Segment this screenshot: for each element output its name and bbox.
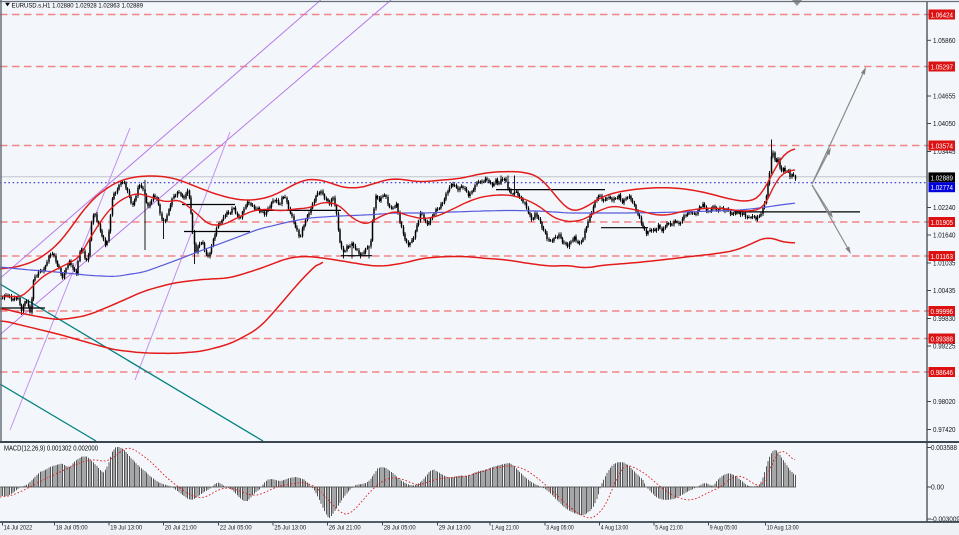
svg-text:10 Aug 13:00: 10 Aug 13:00: [767, 525, 799, 532]
svg-text:0.98646: 0.98646: [931, 370, 954, 377]
svg-text:0.99996: 0.99996: [931, 309, 954, 316]
svg-text:1.03574: 1.03574: [931, 144, 954, 151]
svg-text:0.00: 0.00: [931, 485, 944, 492]
svg-text:5 Aug 21:00: 5 Aug 21:00: [655, 525, 683, 532]
svg-text:1.02240: 1.02240: [933, 205, 956, 212]
svg-text:3 Aug 05:00: 3 Aug 05:00: [546, 525, 574, 532]
svg-text:1.04655: 1.04655: [933, 94, 956, 101]
svg-text:0.99830: 0.99830: [933, 316, 956, 323]
svg-text:EURUSD.s,H1 1.02880 1.02928 1: EURUSD.s,H1 1.02880 1.02928 1.02863 1.02…: [12, 3, 144, 10]
svg-text:0.98020: 0.98020: [933, 399, 956, 406]
svg-text:1.00435: 1.00435: [933, 288, 956, 295]
svg-text:1.02774: 1.02774: [931, 185, 954, 192]
svg-text:18 Jul 05:00: 18 Jul 05:00: [56, 525, 88, 532]
svg-text:1.06424: 1.06424: [931, 13, 954, 20]
svg-text:1.01163: 1.01163: [931, 254, 954, 261]
svg-text:14 Jul 2022: 14 Jul 2022: [4, 525, 33, 532]
svg-text:-0.003009: -0.003009: [931, 517, 959, 524]
svg-text:22 Jul 05:00: 22 Jul 05:00: [220, 525, 252, 532]
svg-text:28 Jul 05:00: 28 Jul 05:00: [384, 525, 416, 532]
svg-text:1.01035: 1.01035: [933, 261, 956, 268]
svg-text:25 Jul 13:00: 25 Jul 13:00: [274, 525, 306, 532]
svg-text:1.03445: 1.03445: [933, 149, 956, 156]
svg-text:0.99388: 0.99388: [931, 337, 954, 344]
svg-text:1.02889: 1.02889: [931, 175, 954, 182]
svg-text:1.04050: 1.04050: [933, 121, 956, 128]
svg-text:20 Jul 21:00: 20 Jul 21:00: [165, 525, 197, 532]
svg-text:MACD(12,26,9) 0.001302 0.00200: MACD(12,26,9) 0.001302 0.002000: [4, 446, 98, 453]
svg-text:1 Aug 21:00: 1 Aug 21:00: [491, 525, 519, 532]
svg-text:1.05860: 1.05860: [933, 38, 956, 45]
svg-text:0.97420: 0.97420: [933, 427, 956, 434]
svg-text:1.01640: 1.01640: [933, 233, 956, 240]
svg-text:26 Jul 21:00: 26 Jul 21:00: [329, 525, 361, 532]
svg-text:0.99225: 0.99225: [933, 344, 956, 351]
svg-text:9 Aug 05:00: 9 Aug 05:00: [710, 525, 738, 532]
svg-text:1.05297: 1.05297: [931, 65, 954, 72]
svg-text:0.003588: 0.003588: [931, 445, 957, 452]
svg-text:1.01905: 1.01905: [931, 220, 954, 227]
svg-text:19 Jul 13:00: 19 Jul 13:00: [110, 525, 142, 532]
svg-text:29 Jul 13:00: 29 Jul 13:00: [439, 525, 471, 532]
svg-text:4 Aug 13:00: 4 Aug 13:00: [601, 525, 629, 532]
